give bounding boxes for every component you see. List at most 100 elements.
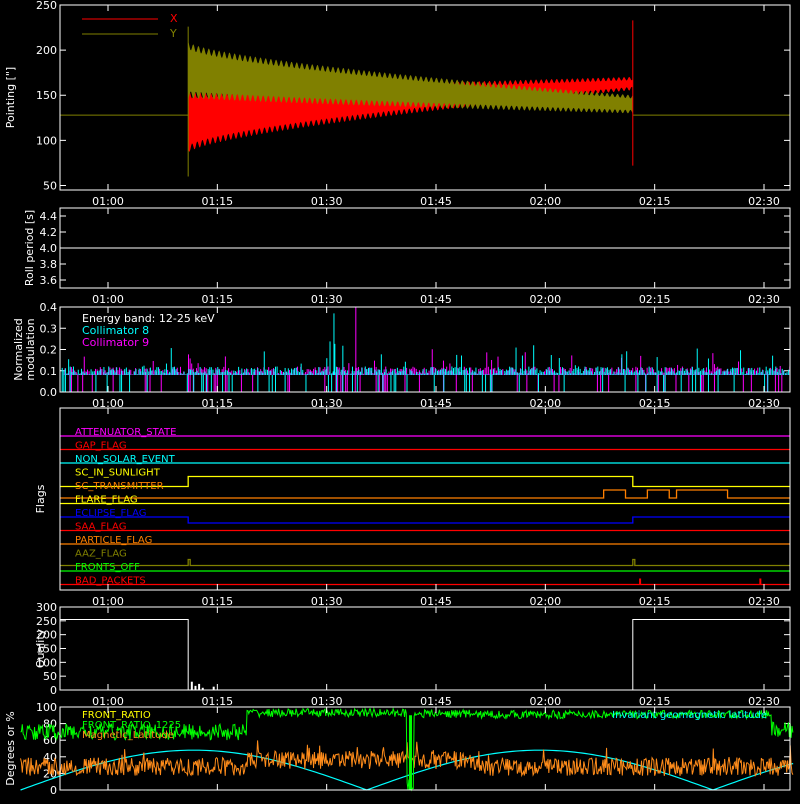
x-tick-label: 01:45	[420, 695, 452, 708]
y-axis-label: Flags	[34, 484, 47, 513]
x-tick-label: 02:15	[639, 695, 671, 708]
x-tick-label: 02:30	[748, 293, 780, 306]
y-tick-label: 150	[36, 89, 57, 102]
legend-front-ratio-1225: FRONT_RATIO_1225	[82, 720, 181, 731]
pointing-panel	[59, 4, 791, 191]
legend-y-label: Y	[169, 27, 177, 40]
y-tick-label: 250	[36, 615, 57, 628]
y-axis-label: Quality	[34, 628, 47, 668]
flag-label: AAZ_FLAG	[75, 549, 127, 560]
y-axis-label: Degrees or %	[4, 711, 17, 785]
x-tick-label: 01:45	[420, 195, 452, 208]
flag-label: SAA_FLAG	[75, 522, 126, 533]
x-tick-label: 01:00	[92, 293, 124, 306]
x-tick-label: 01:15	[201, 595, 233, 608]
y-axis-label: Roll period [s]	[23, 210, 36, 286]
x-tick-label: 01:30	[311, 595, 343, 608]
y-tick-label: 50	[43, 670, 57, 683]
flag-line	[60, 475, 790, 488]
y-tick-label: 250	[36, 0, 57, 12]
legend-invariant-latitude: Invariant geomagnetic latitude	[612, 710, 767, 721]
y-tick-label: 60	[43, 734, 57, 747]
degrees-panel	[59, 706, 791, 791]
quality-line	[60, 618, 790, 691]
flag-label: ECLIPSE_FLAG	[75, 508, 146, 519]
x-tick-label: 01:00	[92, 195, 124, 208]
y-tick-label: 4.4	[40, 210, 58, 223]
x-tick-label: 01:00	[92, 397, 124, 410]
y-tick-label: 100	[36, 701, 57, 714]
x-tick-label: 01:45	[420, 595, 452, 608]
y-tick-label: 0.0	[40, 386, 58, 399]
y-tick-label: 3.6	[40, 274, 58, 287]
x-tick-label: 02:00	[529, 195, 561, 208]
x-tick-label: 02:30	[748, 397, 780, 410]
legend-collimator-8: Collimator 8	[82, 324, 149, 337]
flag-label: NON_SOLAR_EVENT	[75, 454, 176, 465]
x-tick-label: 02:15	[639, 397, 671, 410]
x-tick-label: 01:15	[201, 195, 233, 208]
y-axis-label: Pointing ["]	[4, 67, 17, 128]
legend-collimator-9: Collimator 9	[82, 336, 149, 349]
front-ratio-1225-line	[20, 707, 794, 792]
x-tick-label: 01:45	[420, 397, 452, 410]
flag-label: PARTICLE_FLAG	[75, 535, 152, 546]
flag-label: FLARE_FLAG	[75, 495, 138, 506]
quality-panel	[59, 606, 791, 691]
y-tick-label: 0	[50, 684, 57, 697]
flag-label: ATTENUATOR_STATE	[75, 427, 176, 438]
modulation-panel	[59, 306, 791, 393]
legend-front-ratio: FRONT_RATIO	[82, 710, 151, 721]
y-tick-label: 100	[36, 656, 57, 669]
y-tick-label: 50	[43, 179, 57, 192]
x-tick-label: 02:15	[639, 195, 671, 208]
y-tick-label: 300	[36, 601, 57, 614]
flag-label: SC_TRANSMITTER	[75, 481, 164, 492]
legend-x-label: X	[170, 12, 178, 25]
y-tick-label: 150	[36, 643, 57, 656]
y-tick-label: 3.8	[40, 258, 58, 271]
x-tick-label: 02:00	[529, 695, 561, 708]
y-tick-label: 4.0	[40, 242, 58, 255]
x-tick-label: 01:00	[92, 695, 124, 708]
y-axis-label: Normalized	[12, 318, 25, 380]
legend-magnetic-latitude: Magnetic_Latitude	[82, 730, 174, 741]
flag-label: SC_IN_SUNLIGHT	[75, 468, 161, 479]
y-tick-label: 200	[36, 44, 57, 57]
y-tick-label: 0.3	[40, 322, 58, 335]
x-tick-label: 02:15	[639, 595, 671, 608]
x-tick-label: 01:30	[311, 293, 343, 306]
y-tick-label: 100	[36, 134, 57, 147]
y-tick-label: 0.2	[40, 344, 58, 357]
x-tick-label: 01:15	[201, 695, 233, 708]
x-tick-label: 01:30	[311, 695, 343, 708]
x-tick-label: 01:30	[311, 195, 343, 208]
x-tick-label: 01:45	[420, 293, 452, 306]
x-tick-label: 01:15	[201, 293, 233, 306]
roll-period-panel	[59, 207, 791, 289]
flag-label: GAP_FLAG	[75, 441, 127, 452]
y-tick-label: 0.4	[40, 301, 58, 314]
y-axis-label: modulation	[24, 318, 37, 380]
x-tick-label: 02:30	[748, 695, 780, 708]
x-tick-label: 01:15	[201, 397, 233, 410]
y-tick-label: 200	[36, 629, 57, 642]
y-tick-label: 4.2	[40, 226, 58, 239]
flag-line	[60, 558, 790, 567]
x-tick-label: 02:00	[529, 293, 561, 306]
x-tick-label: 02:30	[748, 595, 780, 608]
x-tick-label: 02:30	[748, 195, 780, 208]
legend-energy-band: Energy band: 12-25 keV	[82, 312, 215, 325]
x-tick-label: 02:15	[639, 293, 671, 306]
y-tick-label: 0	[50, 784, 57, 797]
x-tick-label: 01:30	[311, 397, 343, 410]
flags-panel	[59, 407, 791, 591]
x-tick-label: 01:00	[92, 595, 124, 608]
y-series-band	[188, 41, 633, 114]
flag-label: FRONTS_OFF	[75, 562, 140, 573]
y-tick-label: 0.1	[40, 365, 58, 378]
x-tick-label: 02:00	[529, 595, 561, 608]
flag-line	[60, 489, 790, 499]
flag-line	[60, 516, 790, 524]
